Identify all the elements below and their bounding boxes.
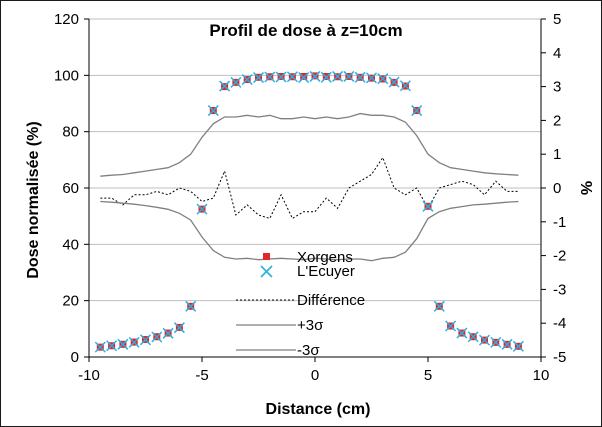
y2-tick-label: -4 xyxy=(553,315,566,332)
legend-marker-lecuyer xyxy=(260,265,273,278)
data-point-lecuyer xyxy=(264,71,276,83)
series-line-plus3sigma xyxy=(100,112,519,177)
y-axis-title: Dose normalisée (%) xyxy=(25,121,42,278)
data-point-lecuyer xyxy=(230,76,242,88)
data-point-lecuyer xyxy=(128,336,140,348)
y2-tick-label: -1 xyxy=(553,214,566,231)
y2-tick-label: -2 xyxy=(553,248,566,265)
x-tick-label: 10 xyxy=(533,367,550,384)
y2-tick-label: 4 xyxy=(553,45,561,62)
y-tick-label: 80 xyxy=(62,124,79,141)
data-point-lecuyer xyxy=(467,331,479,343)
legend-label-xorgens: Xorgens xyxy=(297,249,353,266)
data-point-lecuyer xyxy=(196,203,208,215)
data-point-lecuyer xyxy=(354,71,366,83)
data-point-lecuyer xyxy=(501,338,513,350)
x-tick-label: 0 xyxy=(311,367,319,384)
y-tick-label: 100 xyxy=(54,67,79,84)
legend-label-difference: Différence xyxy=(297,292,365,309)
data-point-lecuyer xyxy=(252,72,265,84)
data-point-lecuyer xyxy=(139,334,152,346)
data-point-lecuyer xyxy=(512,340,524,352)
data-point-lecuyer xyxy=(433,300,445,312)
data-point-lecuyer xyxy=(456,327,468,339)
data-point-lecuyer xyxy=(422,200,434,212)
data-point-lecuyer xyxy=(365,72,378,84)
data-point-lecuyer xyxy=(478,334,491,346)
data-point-lecuyer xyxy=(94,341,106,353)
data-point-lecuyer xyxy=(173,322,185,334)
data-point-lecuyer xyxy=(377,73,389,85)
y-tick-label: 120 xyxy=(54,11,79,28)
data-point-lecuyer xyxy=(343,70,355,82)
x-tick-label: -5 xyxy=(195,367,208,384)
legend-item-plus3sigma: +3σ xyxy=(236,317,324,334)
data-point-lecuyer xyxy=(388,76,400,88)
legend-label-minus3sigma: -3σ xyxy=(297,342,320,359)
data-point-lecuyer xyxy=(399,80,411,92)
data-point-lecuyer xyxy=(275,71,287,83)
legend-label-plus3sigma: +3σ xyxy=(297,317,324,334)
data-point-lecuyer xyxy=(106,340,118,352)
y-tick-label: 0 xyxy=(71,349,79,366)
data-point-lecuyer xyxy=(490,336,502,348)
series-line-difference xyxy=(100,156,519,220)
y2-tick-label: 3 xyxy=(553,79,561,96)
data-point-lecuyer xyxy=(332,70,344,82)
data-point-lecuyer xyxy=(286,71,298,83)
data-point-lecuyer xyxy=(185,300,197,312)
legend-item-difference: Différence xyxy=(236,292,365,309)
data-point-lecuyer xyxy=(219,80,231,92)
data-point-lecuyer xyxy=(162,327,174,339)
y2-tick-label: -3 xyxy=(553,281,566,298)
x-tick-label: -10 xyxy=(78,367,100,384)
data-point-xorgens xyxy=(300,72,308,80)
y2-tick-label: 2 xyxy=(553,112,561,129)
series-line-minus3sigma xyxy=(100,200,519,262)
legend-item-lecuyer: L'Ecuyer xyxy=(260,263,355,280)
y2-tick-label: 1 xyxy=(553,146,561,163)
data-point-lecuyer xyxy=(320,71,332,83)
data-point-lecuyer xyxy=(309,70,321,82)
y2-tick-label: -5 xyxy=(553,349,566,366)
y-tick-label: 20 xyxy=(62,293,79,310)
legend-marker-xorgens xyxy=(263,253,270,260)
data-point-lecuyer xyxy=(151,331,163,343)
y2-tick-label: 5 xyxy=(553,11,561,28)
y2-axis-title: % xyxy=(577,181,594,195)
legend: Xorgens L'Ecuyer Différence +3σ -3σ xyxy=(236,249,365,359)
x-axis-title: Distance (cm) xyxy=(266,401,371,418)
series-layer xyxy=(94,70,524,353)
y2-tick-label: 0 xyxy=(553,180,561,197)
data-point-lecuyer xyxy=(298,72,310,84)
y-tick-label: 60 xyxy=(62,180,79,197)
data-point-lecuyer xyxy=(117,338,129,350)
legend-label-lecuyer: L'Ecuyer xyxy=(297,263,355,280)
legend-item-minus3sigma: -3σ xyxy=(236,342,320,359)
chart-title: Profil de dose à z=10cm xyxy=(209,21,402,40)
x-tick-label: 5 xyxy=(424,367,432,384)
data-point-lecuyer xyxy=(411,105,423,117)
y-tick-label: 40 xyxy=(62,236,79,253)
data-point-lecuyer xyxy=(445,320,457,332)
data-point-lecuyer xyxy=(241,74,253,86)
legend-item-xorgens: Xorgens xyxy=(263,249,353,266)
data-point-lecuyer xyxy=(207,105,219,117)
